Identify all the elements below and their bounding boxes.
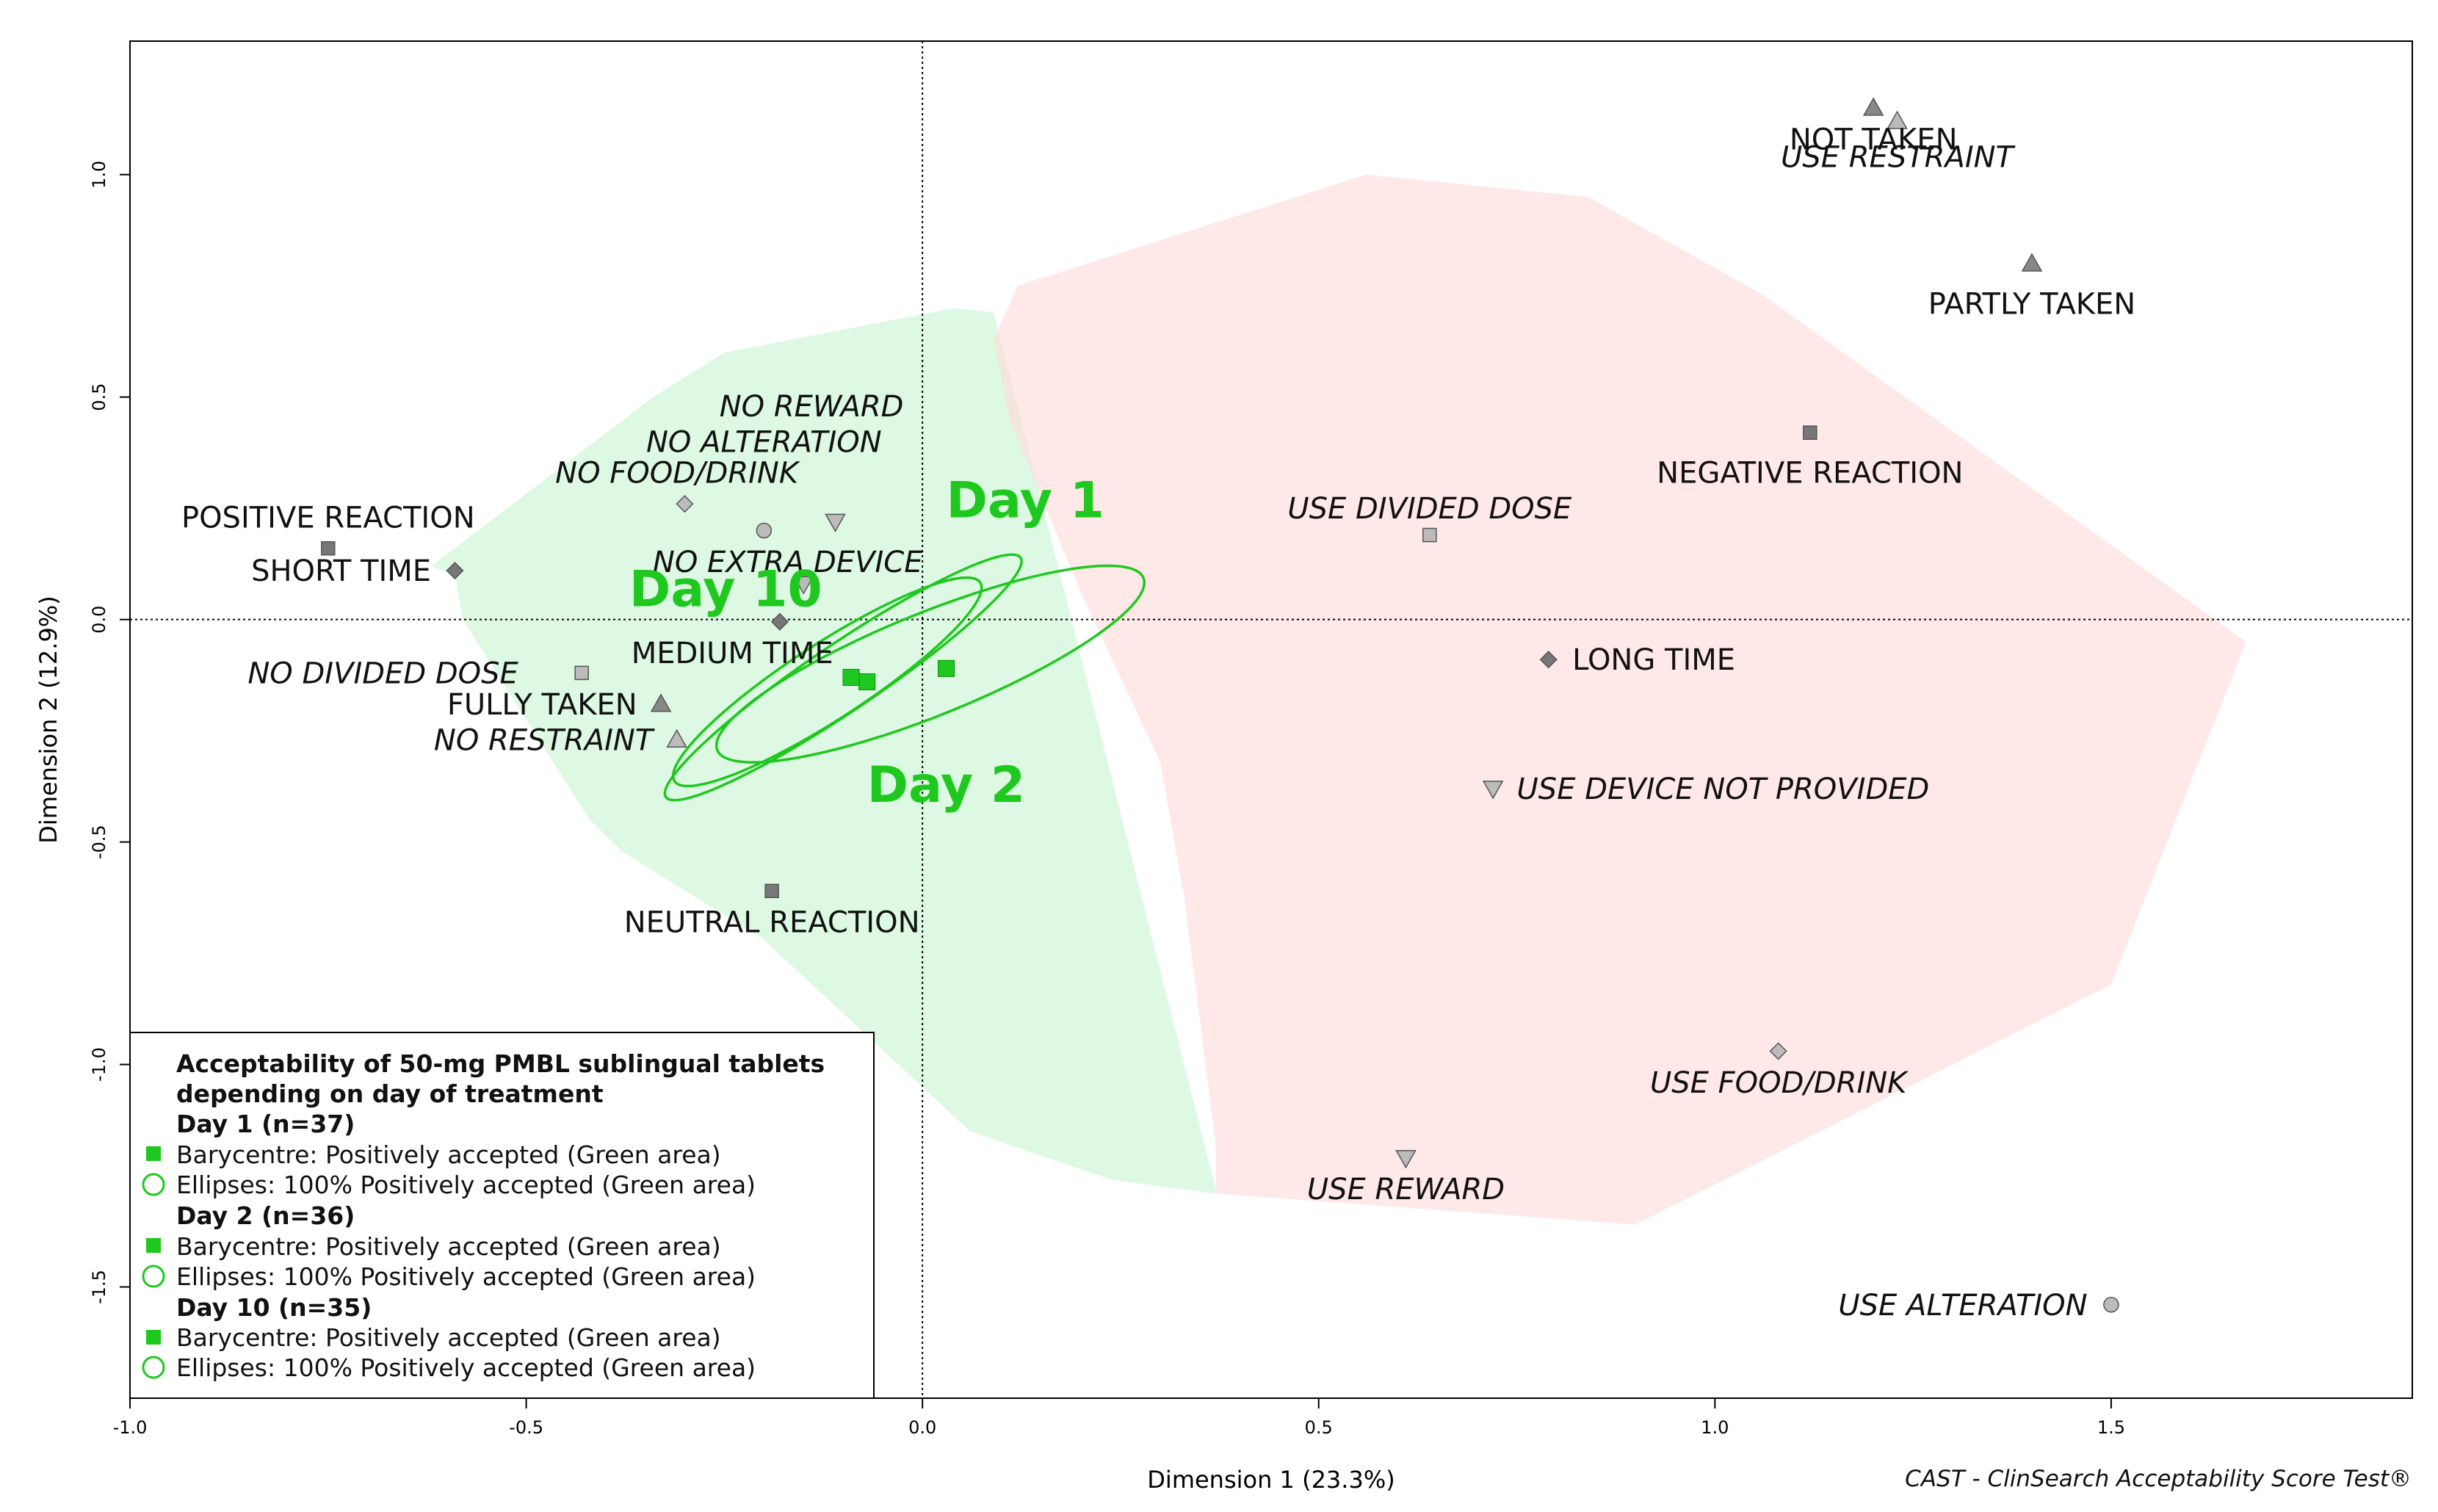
negative-reaction-label: NEGATIVE REACTION xyxy=(1657,457,1963,491)
use-device-not-provided-label: USE DEVICE NOT PROVIDED xyxy=(1517,773,1930,806)
negative-reaction-marker xyxy=(1803,425,1817,440)
legend-box xyxy=(129,1032,875,1399)
reference-lines xyxy=(130,41,2412,1398)
long-time-marker xyxy=(1539,651,1558,669)
green-area xyxy=(431,308,1216,1194)
use-restraint-marker xyxy=(1887,110,1908,129)
legend-square-icon xyxy=(146,1146,161,1161)
no-alteration-label: NO ALTERATION xyxy=(646,425,882,459)
use-divided-dose-marker xyxy=(1422,527,1437,543)
legend-square-icon xyxy=(146,1330,161,1345)
no-extra-device-label: NO EXTRA DEVICE xyxy=(653,546,923,579)
x-axis: -1.0 -0.5 0.0 0.5 1.0 1.5 xyxy=(113,1398,2125,1438)
x-tick-label: 0.0 xyxy=(908,1417,936,1438)
short-time-label: SHORT TIME xyxy=(251,554,431,588)
legend-day10-barycentre: Barycentre: Positively accepted (Green a… xyxy=(176,1323,721,1352)
fully-taken-marker xyxy=(650,693,672,712)
y-tick-label: -1.0 xyxy=(89,1047,109,1082)
day-2-label: Day 2 xyxy=(867,756,1026,814)
day-10-barycentre xyxy=(842,668,860,686)
short-time-marker xyxy=(446,561,464,580)
pink-area xyxy=(994,174,2246,1225)
positive-reaction-marker xyxy=(321,540,336,556)
x-axis-title: Dimension 1 (23.3%) xyxy=(1147,1466,1395,1494)
not-taken-marker xyxy=(1862,97,1884,116)
x-tick-label: 1.5 xyxy=(2097,1417,2125,1438)
no-reward-marker xyxy=(825,513,846,532)
footer-credit: CAST - ClinSearch Acceptability Score Te… xyxy=(1905,1466,2412,1492)
no-food-drink-label: NO FOOD/DRINK xyxy=(555,457,800,491)
legend-day1-ellipse: Ellipses: 100% Positively accepted (Gree… xyxy=(176,1171,756,1199)
day-labels: Day 1 Day 10 Day 2 xyxy=(629,471,1104,814)
use-alteration-marker xyxy=(2103,1297,2119,1313)
no-alteration-marker xyxy=(756,522,773,539)
no-reward-label: NO REWARD xyxy=(720,390,904,424)
no-restraint-label: NO RESTRAINT xyxy=(434,723,656,757)
legend-circle-icon xyxy=(142,1356,165,1379)
no-divided-dose-label: NO DIVIDED DOSE xyxy=(247,656,518,690)
legend-circle-icon xyxy=(142,1173,165,1196)
y-tick-label: -0.5 xyxy=(89,825,109,859)
areas-layer xyxy=(431,174,2246,1225)
legend-day10-header: Day 10 (n=35) xyxy=(176,1293,372,1322)
legend-day1-header: Day 1 (n=37) xyxy=(176,1110,355,1138)
use-restraint-label: USE RESTRAINT xyxy=(1781,141,2016,175)
use-divided-dose-label: USE DIVIDED DOSE xyxy=(1287,492,1572,526)
day-1-ellipse xyxy=(715,564,1146,764)
legend: Acceptability of 50-mg PMBL sublingual t… xyxy=(129,1032,875,1399)
legend-square-icon xyxy=(146,1238,161,1253)
legend-day2-header: Day 2 (n=36) xyxy=(176,1201,355,1230)
use-device-not-provided-marker xyxy=(1482,781,1504,800)
y-tick-label: -1.5 xyxy=(89,1270,109,1304)
day-10-label: Day 10 xyxy=(629,560,822,618)
x-tick-label: 0.5 xyxy=(1305,1417,1333,1438)
medium-time-label: MEDIUM TIME xyxy=(632,637,833,670)
day-10-ellipse xyxy=(671,576,983,788)
day-1-barycentre xyxy=(938,659,955,677)
y-axis: 1.0 0.5 0.0 -0.5 -1.0 -1.5 xyxy=(89,161,130,1304)
use-food-drink-marker xyxy=(1769,1042,1787,1060)
x-tick-label: -0.5 xyxy=(509,1417,543,1438)
neutral-reaction-marker xyxy=(764,883,779,899)
legend-day10-ellipse: Ellipses: 100% Positively accepted (Gree… xyxy=(176,1353,756,1382)
y-tick-label: 0.5 xyxy=(89,383,109,411)
y-tick-label: 0.0 xyxy=(89,606,109,634)
legend-day2-barycentre: Barycentre: Positively accepted (Green a… xyxy=(176,1232,721,1261)
legend-title-line1: Acceptability of 50-mg PMBL sublingual t… xyxy=(176,1049,825,1078)
medium-time-marker xyxy=(770,612,789,631)
use-food-drink-label: USE FOOD/DRINK xyxy=(1650,1066,1909,1100)
category-points xyxy=(321,97,2119,1313)
y-axis-title: Dimension 2 (12.9%) xyxy=(35,596,62,843)
legend-day2-ellipse: Ellipses: 100% Positively accepted (Gree… xyxy=(176,1262,756,1291)
long-time-label: LONG TIME xyxy=(1572,643,1735,677)
fully-taken-label: FULLY TAKEN xyxy=(447,688,637,722)
no-divided-dose-marker xyxy=(574,665,589,681)
day-2-barycentre xyxy=(858,673,876,690)
confidence-ellipses xyxy=(663,553,1146,802)
partly-taken-marker xyxy=(2021,253,2043,272)
day-1-label: Day 1 xyxy=(947,471,1105,529)
positive-reaction-label: POSITIVE REACTION xyxy=(181,501,475,535)
legend-circle-icon xyxy=(142,1265,165,1288)
legend-title-line2: depending on day of treatment xyxy=(176,1079,604,1108)
no-extra-device-marker xyxy=(793,576,814,595)
x-tick-label: 1.0 xyxy=(1701,1417,1729,1438)
not-taken-label: NOT TAKEN xyxy=(1790,123,1958,156)
plot-frame xyxy=(129,40,2413,1399)
no-restraint-marker xyxy=(666,728,687,748)
barycentres xyxy=(842,659,955,690)
use-alteration-label: USE ALTERATION xyxy=(1838,1289,2087,1323)
x-tick-label: -1.0 xyxy=(113,1417,148,1438)
partly-taken-label: PARTLY TAKEN xyxy=(1928,287,2135,321)
legend-day1-barycentre: Barycentre: Positively accepted (Green a… xyxy=(176,1140,721,1169)
use-reward-label: USE REWARD xyxy=(1307,1173,1505,1207)
y-tick-label: 1.0 xyxy=(89,161,109,189)
use-reward-marker xyxy=(1395,1150,1417,1169)
neutral-reaction-label: NEUTRAL REACTION xyxy=(624,906,920,940)
no-food-drink-marker xyxy=(676,495,694,513)
